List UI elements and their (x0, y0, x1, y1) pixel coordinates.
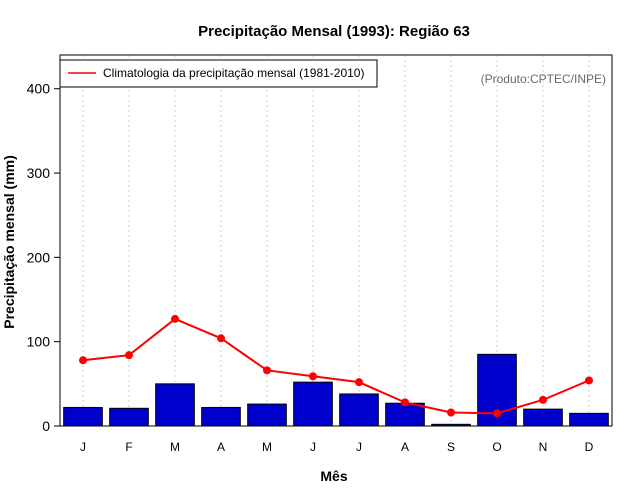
x-tick-label: J (80, 440, 86, 454)
x-tick-label: N (539, 440, 548, 454)
x-tick-label: S (447, 440, 455, 454)
bar-series (63, 353, 609, 427)
climatology-point-9 (447, 408, 455, 417)
grid-lines (82, 55, 590, 426)
legend: Climatologia da precipitação mensal (198… (59, 59, 378, 88)
plot-frame (59, 54, 613, 427)
bar-d-12 (569, 412, 609, 427)
x-tick-label: A (401, 440, 409, 454)
x-tick-label: J (356, 440, 362, 454)
legend-label: Climatologia da precipitação mensal (198… (103, 66, 364, 80)
bar-n-11 (523, 408, 563, 427)
bar-m-5 (247, 403, 287, 427)
x-tick-label: M (262, 440, 272, 454)
x-tick-label: F (125, 440, 132, 454)
climatology-point-3 (171, 314, 179, 323)
bar-a-4 (201, 406, 241, 427)
bar-m-3 (155, 383, 195, 427)
climatology-point-11 (539, 395, 547, 404)
x-tick-label: A (217, 440, 225, 454)
climatology-point-12 (585, 376, 593, 385)
climatology-point-10 (493, 409, 501, 418)
climatology-point-4 (217, 334, 225, 343)
y-axis: 0 100 200 300 400 (27, 81, 60, 434)
chart-title: Precipitação Mensal (1993): Região 63 (198, 23, 470, 40)
x-tick-label: O (492, 440, 501, 454)
climatology-point-2 (125, 351, 133, 360)
bar-j-7 (339, 393, 379, 427)
y-tick-label: 200 (27, 249, 51, 265)
climatology-line (82, 317, 590, 415)
x-tick-label: J (310, 440, 316, 454)
y-tick-label: 100 (27, 334, 51, 350)
bar-j-1 (63, 406, 103, 427)
y-tick-label: 0 (42, 418, 50, 434)
bar-j-6 (293, 381, 333, 427)
y-tick-label: 300 (27, 165, 51, 181)
credit-text: (Produto:CPTEC/INPE) (481, 72, 606, 86)
climatology-point-8 (401, 398, 409, 407)
x-tick-label: M (170, 440, 180, 454)
climatology-series (79, 314, 593, 418)
y-axis-label: Precipitação mensal (mm) (1, 155, 17, 329)
climatology-point-1 (79, 356, 87, 365)
legend-box (59, 59, 378, 88)
climatology-point-7 (355, 378, 363, 387)
climatology-point-5 (263, 366, 271, 375)
climatology-point-6 (309, 372, 317, 381)
bar-f-2 (109, 407, 149, 427)
x-axis-label: Mês (320, 468, 347, 484)
y-tick-label: 400 (27, 81, 51, 97)
x-tick-label: D (585, 440, 594, 454)
bar-a-8 (385, 402, 425, 427)
